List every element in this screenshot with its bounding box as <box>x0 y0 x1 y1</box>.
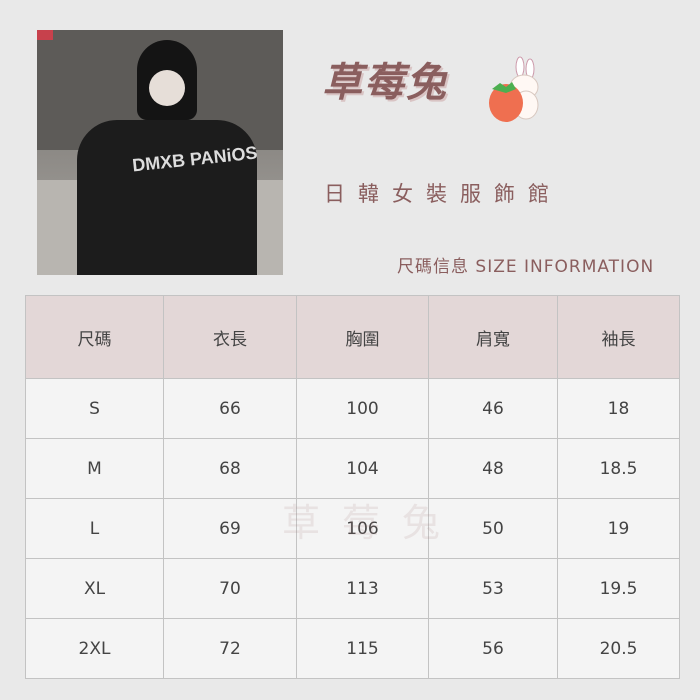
table-cell: 66 <box>163 378 297 439</box>
table-cell: 53 <box>428 558 558 619</box>
table-cell: 2XL <box>25 618 164 679</box>
table-cell: 18.5 <box>557 438 680 499</box>
header-length: 衣長 <box>163 295 297 379</box>
table-cell: 68 <box>163 438 297 499</box>
header-chest: 胸圍 <box>296 295 429 379</box>
table-cell: S <box>25 378 164 439</box>
size-table: 尺碼 衣長 胸圍 肩寬 袖長 S 66 100 46 18 M 68 104 48 18.5 L 69… <box>25 295 680 679</box>
watermark: 草莓兔 <box>282 501 463 545</box>
table-cell: 19 <box>557 498 680 559</box>
header-shoulder: 肩寬 <box>428 295 558 379</box>
table-cell: 104 <box>296 438 429 499</box>
table-row: 2XL 72 115 56 20.5 <box>25 618 680 679</box>
table-cell: 48 <box>428 438 558 499</box>
strawberry-bunny-icon <box>489 56 539 122</box>
table-row: M 68 104 48 18.5 <box>25 438 680 499</box>
header-sleeve: 袖長 <box>557 295 680 379</box>
shop-subtitle: 日韓女裝服飾館 <box>324 182 562 206</box>
table-cell: 19.5 <box>557 558 680 619</box>
table-cell: M <box>25 438 164 499</box>
table-cell: 106 <box>296 498 429 559</box>
table-row: L 69 106 50 19 <box>25 498 680 559</box>
brand-title: 草莓兔 <box>322 60 448 106</box>
table-cell: 56 <box>428 618 558 679</box>
table-cell: 20.5 <box>557 618 680 679</box>
table-row: XL 70 113 53 19.5 <box>25 558 680 619</box>
table-cell: 69 <box>163 498 297 559</box>
table-cell: 70 <box>163 558 297 619</box>
table-header-row: 尺碼 衣長 胸圍 肩寬 袖長 <box>25 295 680 379</box>
table-cell: 115 <box>296 618 429 679</box>
header-size: 尺碼 <box>25 295 164 379</box>
table-cell: 46 <box>428 378 558 439</box>
table-cell: L <box>25 498 164 559</box>
table-cell: XL <box>25 558 164 619</box>
table-row: S 66 100 46 18 <box>25 378 680 439</box>
table-cell: 18 <box>557 378 680 439</box>
table-cell: 113 <box>296 558 429 619</box>
product-photo: DMXB PANiOS <box>37 30 283 275</box>
table-cell: 100 <box>296 378 429 439</box>
table-cell: 72 <box>163 618 297 679</box>
table-cell: 50 <box>428 498 558 559</box>
size-info-heading: 尺碼信息 SIZE INFORMATION <box>397 257 655 277</box>
